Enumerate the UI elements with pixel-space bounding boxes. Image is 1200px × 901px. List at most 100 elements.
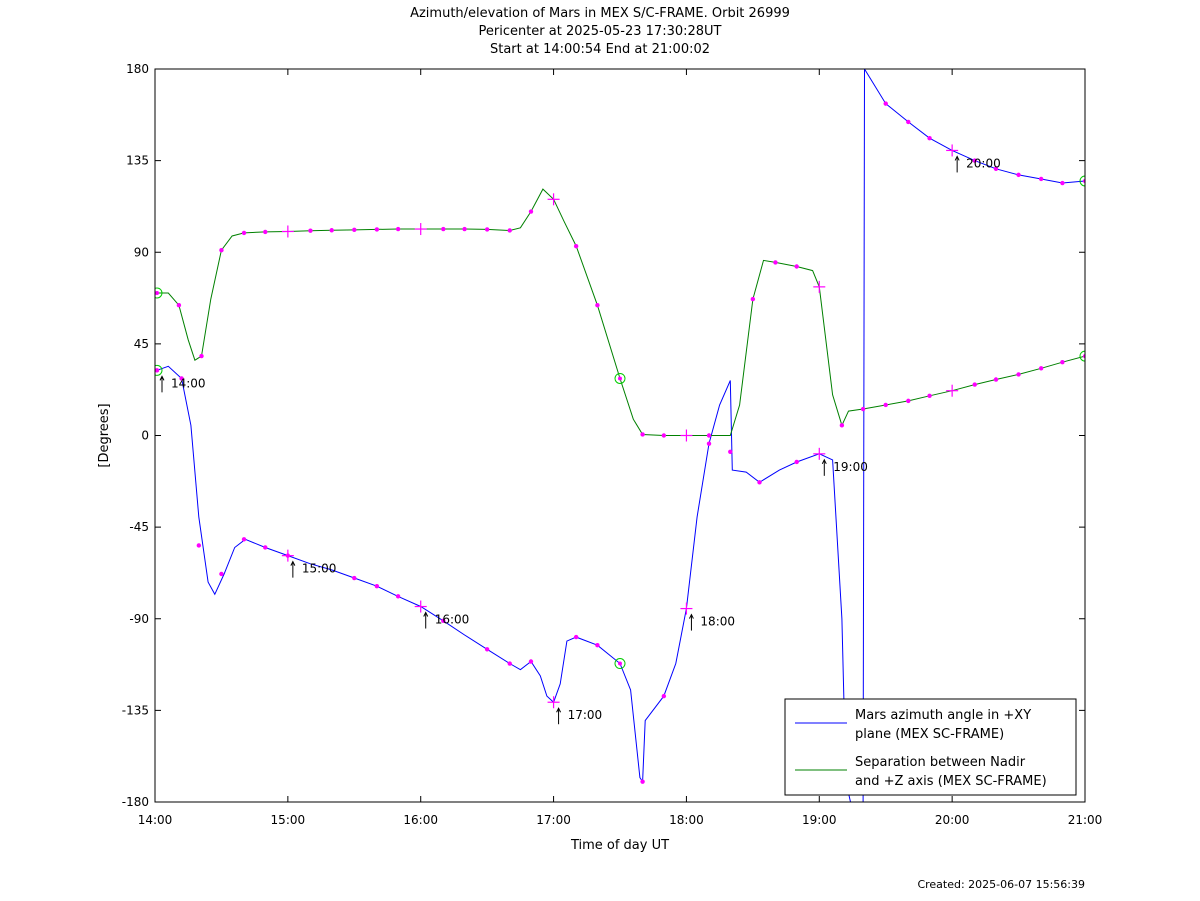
- sample-dot: [728, 449, 733, 454]
- sample-dot: [219, 571, 224, 577]
- sample-dot: [241, 230, 247, 236]
- plot-data: 14:00 15:00 16:00 17:00 18:00 19:00 20:00: [155, 69, 1085, 802]
- sample-dot: [883, 402, 888, 408]
- y-tick-label: -180: [122, 795, 149, 809]
- sample-dot: [1016, 372, 1021, 377]
- sample-dot: [395, 226, 401, 232]
- sample-dot: [484, 227, 490, 232]
- created-timestamp: Created: 2025-06-07 15:56:39: [917, 878, 1085, 891]
- sample-dot: [484, 647, 490, 652]
- endpoint-circle: [1079, 350, 1085, 362]
- time-annotation: 18:00: [688, 613, 735, 631]
- sample-dot: [595, 302, 600, 308]
- y-tick-label: 90: [134, 245, 149, 259]
- sample-dot: [528, 209, 534, 214]
- sample-dot: [176, 302, 182, 308]
- endpoint-circle: [614, 658, 626, 670]
- sample-dot: [839, 423, 845, 428]
- x-axis-title: Time of day UT: [570, 838, 669, 853]
- sample-dot: [794, 264, 799, 269]
- sample-dot: [352, 575, 357, 581]
- endpoint-circle: [614, 372, 626, 384]
- sample-dot: [263, 229, 268, 235]
- x-tick-label: 15:00: [271, 813, 306, 827]
- sample-dot: [199, 353, 204, 359]
- sample-dot: [441, 618, 446, 623]
- sample-dot: [352, 227, 357, 233]
- legend-label-2: Separation between Nadir: [855, 755, 1026, 770]
- sample-dot: [993, 166, 999, 171]
- sample-dot: [1016, 172, 1021, 178]
- sample-dot: [927, 393, 932, 398]
- sample-dot: [640, 779, 645, 784]
- sample-dot: [906, 119, 911, 125]
- annotation-arrowhead: [821, 458, 827, 465]
- sample-dot: [219, 248, 224, 253]
- series-line-2: [157, 188, 1085, 436]
- sample-dot: [573, 634, 579, 640]
- annotation-arrowhead: [423, 611, 429, 617]
- time-annotation: 19:00: [821, 458, 868, 476]
- x-tick-label: 14:00: [138, 813, 173, 827]
- annotation-label: 18:00: [700, 615, 735, 629]
- x-tick-label: 16:00: [403, 813, 438, 827]
- sample-dot: [972, 158, 977, 163]
- sample-dot: [241, 537, 247, 542]
- sample-dot: [462, 226, 467, 232]
- x-tick-label: 21:00: [1068, 813, 1103, 827]
- legend-label-1: plane (MEX SC-FRAME): [855, 727, 1004, 742]
- y-tick-label: 0: [141, 429, 149, 443]
- sample-dot: [308, 228, 313, 233]
- annotation-label: 15:00: [302, 562, 337, 576]
- sample-dot: [972, 382, 977, 387]
- sample-dot: [395, 594, 401, 599]
- chart-title-line: Start at 14:00:54 End at 21:00:02: [490, 42, 710, 57]
- x-tick-label: 19:00: [802, 813, 837, 827]
- sample-dot: [263, 545, 268, 550]
- time-annotation: 14:00: [159, 375, 206, 393]
- x-tick-label: 20:00: [935, 813, 970, 827]
- y-tick-label: 180: [126, 62, 149, 76]
- chart-title-line: Azimuth/elevation of Mars in MEX S/C-FRA…: [410, 6, 790, 21]
- time-annotation: 16:00: [423, 611, 469, 629]
- endpoint-circle: [155, 364, 163, 376]
- endpoint-dot: [618, 661, 622, 666]
- sample-dot: [757, 480, 762, 485]
- axes: 14:00 15:00 16:00 17:00 18:00 19:00 20:00 21:00…: [122, 62, 1103, 827]
- endpoint-circle: [1079, 175, 1085, 187]
- sample-dot: [661, 693, 667, 699]
- sample-dot: [1038, 366, 1044, 371]
- y-tick-label: -135: [122, 703, 149, 717]
- legend-label-1: Mars azimuth angle in +XY: [855, 708, 1031, 723]
- endpoint-dot: [155, 368, 159, 373]
- sample-dot: [640, 432, 645, 437]
- y-axis-title: [Degrees]: [97, 403, 112, 467]
- sample-dot: [794, 459, 799, 465]
- endpoint-dot: [618, 376, 622, 381]
- annotation-label: 20:00: [966, 156, 1001, 170]
- sample-dot: [573, 243, 579, 249]
- annotation-arrowhead: [688, 613, 694, 619]
- sample-dot: [1060, 360, 1065, 365]
- annotation-arrowhead: [290, 560, 296, 566]
- annotation-arrowhead: [954, 155, 960, 161]
- y-tick-label: -90: [129, 612, 149, 626]
- sample-dot: [773, 260, 778, 265]
- sample-dot: [329, 228, 334, 233]
- annotation-label: 19:00: [833, 460, 868, 474]
- sample-dot: [196, 543, 202, 548]
- endpoint-dot: [155, 290, 159, 295]
- endpoint-circle: [155, 287, 163, 299]
- sample-dot: [661, 433, 667, 438]
- sample-dot: [927, 136, 932, 141]
- sample-dot: [883, 101, 888, 106]
- series-group: [155, 69, 1085, 802]
- series-line-1: [156, 365, 851, 802]
- sample-dot: [706, 433, 712, 438]
- sample-dot: [906, 398, 911, 404]
- series-line-1-wrapped: [862, 69, 1085, 802]
- y-tick-label: 135: [126, 154, 149, 168]
- sample-dot: [179, 376, 184, 381]
- time-annotation: 20:00: [954, 155, 1001, 173]
